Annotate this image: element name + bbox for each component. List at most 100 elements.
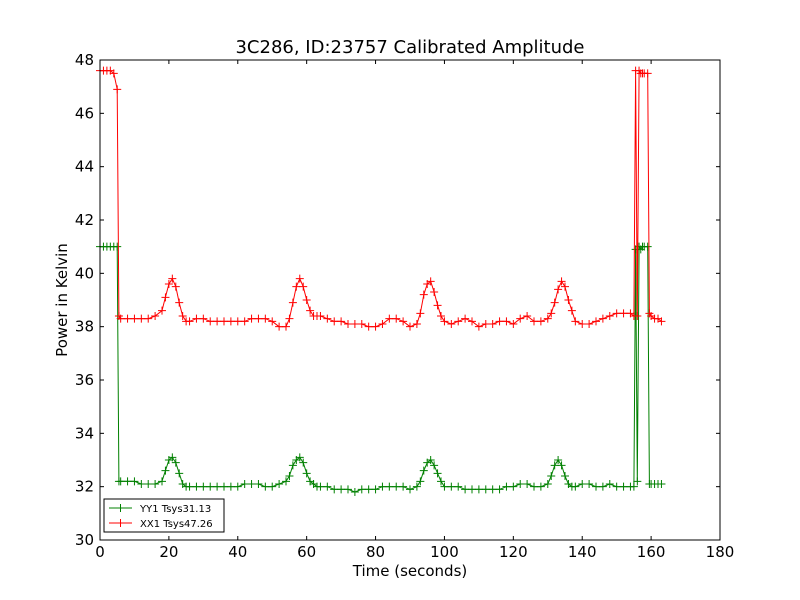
data-point xyxy=(495,485,504,494)
data-point xyxy=(247,314,256,323)
data-point xyxy=(113,85,122,94)
data-point xyxy=(137,480,146,488)
series-layer xyxy=(96,66,666,496)
data-point xyxy=(337,485,346,494)
data-point xyxy=(502,482,511,491)
data-point xyxy=(612,309,621,318)
data-point xyxy=(357,485,366,494)
data-point xyxy=(516,314,525,323)
data-point xyxy=(171,458,180,467)
data-point xyxy=(557,461,566,470)
data-point xyxy=(161,293,170,302)
series-2 xyxy=(96,66,666,331)
data-point xyxy=(399,482,408,491)
data-point xyxy=(468,317,476,326)
data-point xyxy=(474,322,483,331)
data-point xyxy=(502,317,511,326)
data-point xyxy=(288,461,297,470)
data-point xyxy=(567,306,576,315)
data-point xyxy=(406,485,414,494)
data-point xyxy=(419,466,428,475)
data-point xyxy=(530,317,538,326)
data-point xyxy=(144,480,153,488)
data-point xyxy=(547,309,556,318)
data-point xyxy=(254,314,263,323)
data-point xyxy=(592,482,600,491)
data-point xyxy=(116,477,125,486)
data-point xyxy=(437,477,445,486)
data-point xyxy=(192,482,201,491)
data-point xyxy=(164,280,173,288)
data-point xyxy=(481,485,490,494)
data-point xyxy=(158,477,166,486)
y-tick-label: 34 xyxy=(75,424,94,442)
data-point xyxy=(619,309,628,318)
data-point xyxy=(295,274,304,283)
data-point xyxy=(226,482,235,491)
data-point xyxy=(433,301,442,310)
plot-frame xyxy=(99,59,721,541)
data-point xyxy=(378,320,387,328)
data-point xyxy=(161,466,170,475)
data-point xyxy=(350,488,359,496)
data-point xyxy=(454,482,463,491)
data-point xyxy=(657,480,666,488)
data-point xyxy=(364,485,373,494)
data-point xyxy=(612,482,621,491)
data-point xyxy=(447,482,456,491)
data-point xyxy=(323,482,332,491)
data-point xyxy=(316,312,325,320)
data-point xyxy=(199,314,208,323)
data-point xyxy=(578,320,587,328)
data-point xyxy=(285,314,294,323)
chart-title: 3C286, ID:23757 Calibrated Amplitude xyxy=(235,37,584,58)
data-point xyxy=(357,320,366,328)
legend-label: YY1 Tsys31.13 xyxy=(139,504,211,515)
data-point xyxy=(481,320,490,328)
data-point xyxy=(557,277,566,286)
x-tick-label: 140 xyxy=(568,543,597,561)
data-point xyxy=(306,306,315,315)
data-point xyxy=(206,482,215,491)
legend-marker xyxy=(116,519,125,527)
data-point xyxy=(543,480,552,488)
data-point xyxy=(123,314,132,323)
data-point xyxy=(547,472,556,480)
x-tick-label: 160 xyxy=(637,543,666,561)
y-tick-label: 32 xyxy=(75,478,94,496)
data-point xyxy=(440,482,449,491)
data-point xyxy=(440,317,449,326)
data-point xyxy=(233,317,242,326)
data-point xyxy=(185,482,194,491)
data-point xyxy=(109,69,118,78)
data-point xyxy=(254,480,263,488)
y-tick-label: 44 xyxy=(75,158,94,176)
data-point xyxy=(130,314,139,323)
data-point xyxy=(550,298,559,307)
data-point xyxy=(371,485,380,494)
data-point xyxy=(412,320,421,328)
y-axis-title: Power in Kelvin xyxy=(53,243,71,357)
data-point xyxy=(412,482,421,491)
data-point xyxy=(168,274,177,283)
y-tick-label: 40 xyxy=(75,264,94,282)
data-point xyxy=(633,312,642,320)
data-point xyxy=(378,482,387,491)
data-point xyxy=(516,480,525,488)
data-point xyxy=(268,482,277,491)
data-point xyxy=(392,482,401,491)
x-tick-label: 0 xyxy=(95,543,105,561)
data-point xyxy=(619,482,628,491)
data-point xyxy=(554,285,563,294)
data-point xyxy=(295,453,304,462)
data-point xyxy=(137,314,146,323)
data-point xyxy=(474,485,483,494)
data-point xyxy=(561,282,569,291)
data-point xyxy=(598,314,607,323)
data-point xyxy=(213,317,222,326)
data-point xyxy=(509,482,518,491)
legend-box xyxy=(103,498,225,533)
data-point xyxy=(437,312,445,320)
data-point xyxy=(151,312,160,320)
data-point xyxy=(530,482,538,491)
